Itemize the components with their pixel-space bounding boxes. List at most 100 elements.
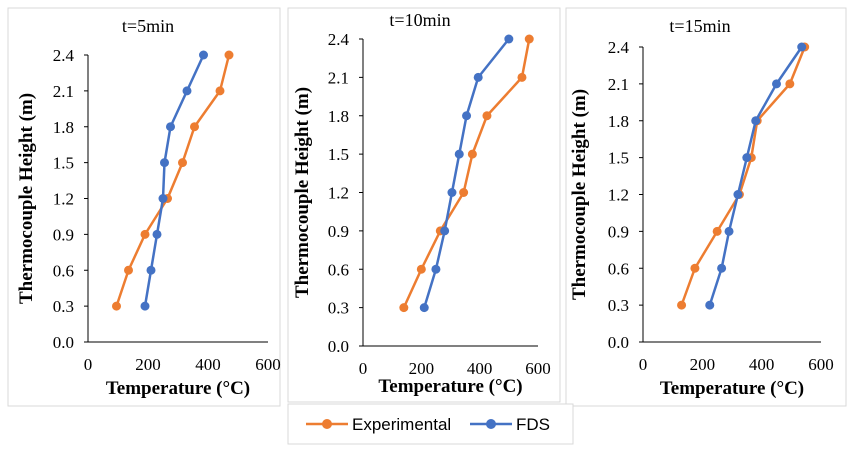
data-point-fds [447, 188, 457, 197]
series-line-experimental [402, 38, 531, 309]
y-axis-label: Thermocouple Height (m) [569, 89, 590, 300]
data-point-fds [146, 265, 156, 275]
y-tick-label: 0.0 [608, 333, 629, 352]
data-point-experimental [690, 263, 700, 273]
data-point-experimental [190, 122, 199, 132]
chart-title: t=5min [122, 16, 174, 36]
series-line-fds [708, 46, 803, 306]
data-point-fds [166, 122, 175, 132]
series-line-fds [143, 54, 205, 307]
data-point-experimental [677, 300, 687, 310]
x-tick-label: 0 [359, 359, 368, 378]
y-tick-label: 0.6 [328, 260, 349, 279]
y-tick-label: 2.4 [328, 30, 350, 49]
x-tick-label: 200 [135, 355, 161, 374]
x-tick-label: 600 [525, 359, 551, 378]
y-axis-label: Thermocouple Height (m) [16, 93, 37, 304]
series-line-fds [423, 38, 510, 308]
chart-panel-2: t=10min 0.0 0.3 0.6 0.9 1.2 1.5 1.8 2.1 2.4 0 200 40… [287, 7, 561, 403]
y-tick-label: 1.2 [53, 190, 74, 209]
data-point-fds [724, 226, 734, 236]
x-tick-label: 400 [467, 359, 493, 378]
data-point-fds [140, 301, 150, 311]
x-tick-label: 200 [690, 355, 716, 374]
data-point-experimental [467, 149, 477, 159]
x-axis-label: Temperature (°C) [106, 378, 250, 399]
data-point-experimental [482, 111, 492, 121]
data-point-fds [152, 229, 162, 239]
y-tick-label: 1.5 [608, 149, 629, 168]
data-point-experimental [459, 188, 469, 197]
chart-title: t=10min [389, 10, 450, 30]
y-tick-label: 1.8 [328, 107, 349, 126]
data-point-fds [705, 300, 715, 310]
x-tick-label: 600 [255, 355, 281, 374]
x-axis-label: Temperature (°C) [378, 376, 522, 397]
x-tick-label: 0 [639, 355, 648, 374]
data-point-fds [717, 263, 727, 273]
data-point-experimental [215, 86, 225, 96]
data-point-fds [158, 194, 168, 203]
series-line-experimental [115, 54, 231, 307]
data-point-experimental [524, 34, 534, 44]
data-point-fds [440, 226, 450, 236]
data-point-experimental [785, 79, 795, 89]
y-tick-label: 0.6 [608, 259, 629, 278]
data-point-fds [160, 158, 169, 168]
y-tick-label: 1.2 [608, 186, 629, 205]
chart-frame [565, 7, 847, 407]
y-tick-label: 0.9 [608, 222, 629, 241]
data-point-experimental [712, 226, 722, 236]
y-tick-label: 0.0 [53, 333, 74, 352]
y-tick-label: 0.3 [53, 297, 74, 316]
data-point-experimental [224, 50, 234, 60]
legend-experimental-marker [322, 419, 332, 429]
x-tick-label: 600 [808, 355, 834, 374]
legend-fds-label: FDS [516, 415, 550, 434]
data-point-fds [751, 116, 761, 126]
y-tick-label: 0.3 [328, 299, 349, 318]
chart-title: t=15min [669, 16, 730, 36]
data-point-fds [199, 50, 208, 60]
data-point-fds [473, 72, 483, 82]
data-point-fds [733, 190, 743, 199]
data-point-fds [742, 153, 752, 163]
y-tick-label: 2.4 [53, 46, 75, 65]
data-point-fds [182, 86, 192, 96]
data-point-fds [419, 303, 429, 313]
y-axis-label: Thermocouple Height (m) [292, 87, 313, 298]
y-tick-label: 2.1 [53, 82, 74, 101]
y-tick-label: 0.6 [53, 261, 74, 280]
x-tick-label: 400 [195, 355, 221, 374]
series-line-experimental [680, 46, 806, 306]
data-point-fds [431, 264, 441, 274]
data-point-experimental [517, 72, 527, 82]
x-axis-label: Temperature (°C) [660, 378, 804, 399]
y-tick-label: 0.0 [328, 337, 349, 356]
data-point-experimental [112, 301, 121, 311]
x-tick-label: 200 [409, 359, 435, 378]
y-tick-label: 1.5 [53, 154, 74, 173]
data-point-fds [797, 42, 807, 52]
y-tick-label: 2.1 [328, 68, 349, 87]
chart-panels: t=5min 0.0 0.3 0.6 0.9 1.2 1.5 1.8 2.1 2.4 0 200 400… [7, 7, 847, 407]
legend-experimental-label: Experimental [352, 415, 451, 434]
y-tick-label: 2.4 [608, 38, 630, 57]
y-tick-label: 0.9 [328, 222, 349, 241]
data-point-fds [462, 111, 472, 121]
legend: Experimental FDS [287, 403, 574, 445]
y-tick-label: 0.9 [53, 225, 74, 244]
data-point-experimental [140, 229, 150, 239]
data-point-fds [772, 79, 781, 89]
y-tick-label: 1.5 [328, 145, 349, 164]
chart-panel-3: t=15min 0.0 0.3 0.6 0.9 1.2 1.5 1.8 2.1 2.4 0 200 40… [565, 7, 847, 407]
chart-panel-1: t=5min 0.0 0.3 0.6 0.9 1.2 1.5 1.8 2.1 2.4 0 200 400… [7, 7, 281, 407]
y-tick-label: 2.1 [608, 75, 629, 94]
y-tick-label: 1.8 [53, 118, 74, 137]
legend-fds-marker [486, 419, 496, 429]
data-point-fds [504, 34, 514, 44]
x-tick-label: 400 [749, 355, 775, 374]
x-tick-label: 0 [84, 355, 93, 374]
chart-frame [287, 7, 561, 403]
